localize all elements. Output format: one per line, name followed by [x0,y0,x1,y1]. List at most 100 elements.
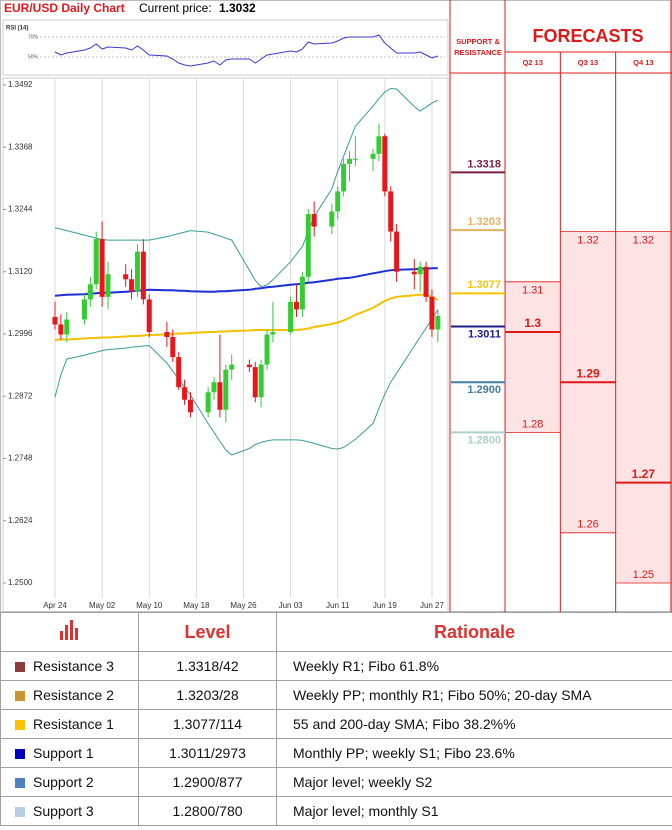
level-swatch [15,807,25,817]
levels-table: Level Rationale Resistance 3 1.3318/42 Wee… [0,612,672,826]
forecast-low-label: 1.28 [522,418,543,430]
table-body: Resistance 3 1.3318/42 Weekly R1; Fibo 61.… [0,651,672,826]
candle-body [229,364,235,370]
candle-body [329,211,335,227]
candle-body [258,364,264,398]
table-cell: Resistance 3 [0,651,139,681]
quarter-label: Q2 13 [522,58,542,67]
table-row: Resistance 1 1.3077/114 55 and 200-day SMA… [0,709,672,739]
candle-body [376,136,382,154]
header-cell: Level [138,612,277,652]
candle-body [81,299,87,320]
plot-frame [2,77,449,613]
candle-body [170,337,176,358]
candle-body [176,357,182,388]
x-tick-label: May 10 [136,601,163,610]
table-cell: Support 1 [0,738,139,768]
candle-body [264,334,270,365]
candle-body [417,266,423,275]
table-cell: Weekly R1; Fibo 61.8% [276,651,672,681]
candle-body [211,382,217,393]
candle-body [140,251,146,300]
table-cell: 1.3077/114 [138,709,277,739]
candle-body [146,299,152,332]
forecast-mid-label: 1.29 [576,366,600,380]
candle-body [347,158,352,164]
cell-text: 1.3077/114 [172,716,243,732]
x-tick-label: Jun 19 [373,601,398,610]
forecast-high-label: 1.31 [522,285,543,297]
forecast-low-label: 1.26 [577,519,598,531]
candle-body [411,271,417,275]
cell-text: 55 and 200-day SMA; Fibo 38.2%% [293,716,516,732]
rsi-title: RSI (14) [6,26,28,32]
x-tick-label: May 18 [183,601,210,610]
y-tick-label: 1.2872 [8,391,33,400]
level-label: 1.3203 [467,216,501,228]
x-tick-label: Jun 27 [420,601,445,610]
level-swatch [15,691,25,701]
candle-body [123,274,129,280]
level-label: 1.2800 [467,434,501,446]
candle-body [99,239,105,297]
quarter-label: Q3 13 [578,58,598,67]
current-price: 1.3032 [219,1,256,15]
table-cell: 1.3011/2973 [138,738,277,768]
table-cell: Resistance 1 [0,709,139,739]
chart: EUR/USD Daily Chart Current price: 1.303… [0,0,672,613]
level-label: 1.3011 [468,328,501,340]
y-tick-label: 1.2500 [8,578,33,587]
forecast-range [616,231,671,583]
level-swatch [15,720,25,730]
candle-body [182,387,188,400]
candle-body [435,315,441,330]
level-swatch [15,749,25,759]
chart-title: EUR/USD Daily Chart [4,1,125,15]
cell-text: Resistance 1 [33,716,114,732]
y-tick-label: 1.2996 [8,329,33,338]
cell-text: Support 1 [33,745,94,761]
cell-text: 1.2800/780 [172,803,243,819]
candle-body [341,163,347,192]
cell-text: Major level; monthly S1 [293,803,439,819]
bar-icon [59,619,78,640]
candle-body [293,301,299,310]
indicator-line [54,309,439,456]
y-tick-label: 1.2748 [8,454,33,463]
table-head: Level Rationale [0,612,672,652]
level-swatch [15,778,25,788]
candle-body [382,136,388,192]
table-row: Resistance 2 1.3203/28 Weekly PP; monthly … [0,680,672,710]
forecast-mid-label: 1.3 [524,316,541,330]
forecast-mid-label: 1.27 [632,467,656,481]
rsi-frame [2,19,449,76]
icon-bar [74,627,78,640]
candle-body [223,369,229,410]
cell-text: Weekly R1; Fibo 61.8% [293,658,440,674]
quarter-label: Q4 13 [633,58,653,67]
forecast-high-label: 1.32 [633,234,654,246]
candle-body [87,284,93,300]
cell-text: Resistance 3 [33,658,114,674]
candle-body [429,296,435,330]
y-tick-label: 1.3120 [8,267,33,276]
x-tick-label: Jun 03 [279,601,304,610]
cell-text: 1.3318/42 [176,658,239,674]
indicator-line [54,87,439,288]
cell-text: 1.2900/877 [172,774,243,790]
candle-body [388,191,394,232]
level-swatch [15,662,25,672]
candle-body [370,153,376,159]
cell-text: Major level; weekly S2 [293,774,433,790]
table-header-row: Level Rationale [0,612,672,652]
icon-bar [59,630,63,640]
y-tick-label: 70% [28,34,39,40]
indicator-line [54,267,438,297]
forecast-range [505,281,560,433]
cell-text: 1.3203/28 [176,687,239,703]
table-cell: Monthly PP; weekly S1; Fibo 23.6% [276,738,672,768]
cell-text: Resistance 2 [33,687,114,703]
candle-body [394,231,400,272]
cell-text: Monthly PP; weekly S1; Fibo 23.6% [293,745,515,761]
